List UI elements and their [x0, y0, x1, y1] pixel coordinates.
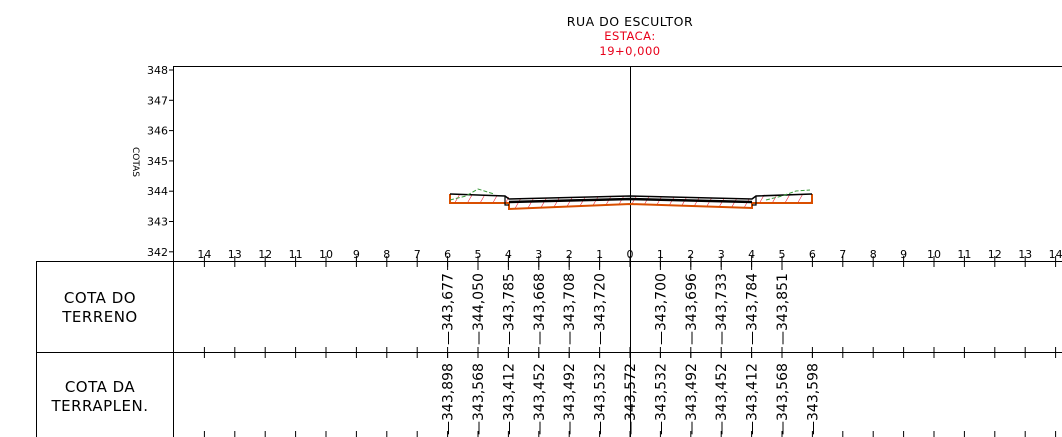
y-tick-label: 344	[147, 185, 168, 198]
y-tick-label: 346	[147, 125, 168, 138]
curb-left	[504, 196, 509, 206]
x-tick-label: 1	[596, 248, 603, 261]
terrain-line-left	[449, 188, 495, 201]
cota-terreno-value: —343,784	[745, 273, 761, 345]
cota-terraplen-value: —343,568	[775, 363, 791, 435]
cota-terraplen-value: —343,412	[501, 363, 517, 435]
table-frame	[36, 66, 1062, 437]
road-section-profile	[449, 188, 813, 211]
cota-terraplen-values: —343,898 —343,568 —343,412 —343,452 —343,492…	[441, 352, 821, 435]
y-tick-label: 345	[147, 155, 168, 168]
x-tick-label: 9	[353, 248, 360, 261]
cota-terraplen-value: —343,452	[532, 363, 548, 435]
cota-terraplen-value: —343,492	[684, 363, 700, 435]
cota-terreno-value: —343,785	[501, 273, 517, 345]
cota-terreno-value: —343,677	[441, 273, 457, 345]
x-tick-label: 14	[1049, 248, 1062, 261]
cota-terreno-value: —343,668	[532, 273, 548, 345]
x-tick-label: 9	[900, 248, 907, 261]
x-tick-label: 12	[258, 248, 272, 261]
x-tick-label: 7	[839, 248, 846, 261]
station-value: 19+0,000	[599, 44, 661, 58]
x-tick-label: 13	[228, 248, 242, 261]
x-tick-label: 10	[927, 248, 941, 261]
x-tick-label: 2	[566, 248, 573, 261]
x-tick-label: 1	[657, 248, 664, 261]
row-label-cota-terreno-line2: TERRENO	[62, 308, 138, 326]
station-label: ESTACA:	[604, 29, 656, 43]
row-label-cota-terraplen-line2: TERRAPLEN.	[51, 397, 149, 415]
cota-terraplen-value: —343,452	[714, 363, 730, 435]
x-tick-label: 3	[718, 248, 725, 261]
x-tick-label: 10	[319, 248, 333, 261]
x-tick-label: 8	[383, 248, 390, 261]
cota-terraplen-value: —343,898	[441, 363, 457, 435]
pavement-layer	[508, 197, 753, 204]
x-axis: 14 13 12 11 10 9 8 7 6 5 4 3 2 1 0 1 2 3 4 5 6 7 8 9 10 11 12 13 14	[197, 248, 1062, 267]
cota-terraplen-value: —343,492	[562, 363, 578, 435]
cota-terreno-value: —343,696	[684, 273, 700, 345]
x-tick-label: 4	[748, 248, 755, 261]
y-tick-label: 348	[147, 64, 168, 77]
y-tick-label: 347	[147, 94, 168, 107]
row-label-cota-terraplen: COTA DA TERRAPLEN.	[36, 378, 164, 416]
x-tick-label: 0	[627, 248, 634, 261]
x-tick-label: 3	[535, 248, 542, 261]
cota-terreno-value: —343,708	[562, 273, 578, 345]
x-tick-label: 11	[957, 248, 971, 261]
cota-terreno-values: —343,677 —344,050 —343,785 —343,668 —343,708…	[441, 261, 791, 345]
cota-terreno-value: —343,700	[653, 273, 669, 345]
x-tick-label: 7	[414, 248, 421, 261]
x-tick-label: 12	[988, 248, 1002, 261]
x-tick-label: 14	[197, 248, 211, 261]
cota-terraplen-value: —343,598	[805, 363, 821, 435]
cota-terreno-value: —343,733	[714, 273, 730, 345]
y-tick-label: 343	[147, 216, 168, 229]
x-tick-label: 11	[289, 248, 303, 261]
curb-right	[752, 196, 757, 206]
row-label-cota-terreno-line1: COTA DO	[63, 289, 137, 307]
cota-terraplen-value: —343,532	[653, 363, 669, 435]
x-tick-label: 5	[779, 248, 786, 261]
y-axis: 348 347 346 345 344 343 342	[147, 64, 174, 259]
cota-terraplen-value: —343,568	[471, 363, 487, 435]
x-tick-label: 5	[475, 248, 482, 261]
x-tick-label: 4	[505, 248, 512, 261]
cota-terreno-value: —343,851	[775, 273, 791, 345]
road-name-title: RUA DO ESCULTOR	[566, 14, 694, 29]
x-tick-label: 8	[870, 248, 877, 261]
row-label-cota-terraplen-line1: COTA DA	[64, 378, 136, 396]
cota-terraplen-value: —343,572	[623, 363, 639, 435]
cota-terraplen-value: —343,532	[593, 363, 609, 435]
x-tick-label: 6	[809, 248, 816, 261]
cota-terreno-value: —343,720	[593, 273, 609, 345]
cota-terraplen-value: —343,412	[745, 363, 761, 435]
terrain-line-right	[765, 189, 811, 201]
x-tick-label: 6	[444, 248, 451, 261]
x-tick-label: 13	[1018, 248, 1032, 261]
terraplen-outline	[449, 194, 813, 211]
cota-terreno-value: —344,050	[471, 273, 487, 345]
y-tick-label: 342	[147, 246, 168, 259]
row-label-cota-terreno: COTA DO TERRENO	[36, 289, 164, 327]
y-axis-label: COTAS	[130, 147, 140, 177]
x-tick-label: 2	[687, 248, 694, 261]
